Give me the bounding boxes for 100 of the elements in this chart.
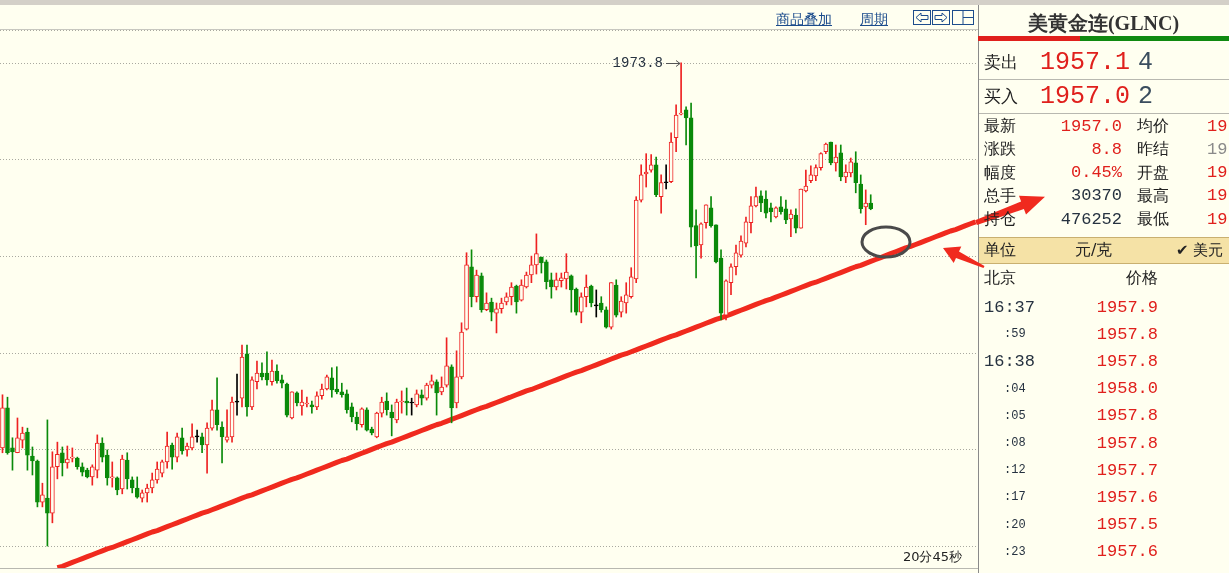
candlestick: [663, 164, 669, 190]
text: :20: [1004, 516, 1026, 534]
candlestick: [224, 409, 230, 443]
text: 元/克: [1075, 239, 1113, 261]
candlestick: [504, 292, 509, 306]
candlestick: [539, 256, 544, 274]
text: 1957.8: [1096, 323, 1158, 346]
text: 4: [1138, 46, 1154, 78]
text: 1957.5: [1096, 514, 1158, 537]
candlestick: [234, 373, 240, 416]
candlestick: [454, 350, 459, 409]
candlestick: [409, 397, 414, 416]
candlestick: [514, 284, 519, 314]
text: 19: [1207, 185, 1228, 208]
text: :12: [1004, 462, 1026, 480]
text: 1957.7: [1096, 459, 1158, 482]
text: :05: [1004, 407, 1026, 425]
text: 总手: [984, 184, 1016, 207]
annotation: 1973.8: [612, 55, 663, 72]
text: 北京: [984, 267, 1016, 289]
text: 最高: [1137, 184, 1169, 207]
text: 1957.8: [1096, 432, 1158, 455]
text: 最低: [1137, 208, 1169, 231]
candlestick: [593, 289, 599, 318]
text: 19: [1207, 162, 1228, 185]
candlestick: [474, 269, 479, 303]
candlestick: [509, 282, 514, 306]
candlestick: [414, 389, 419, 408]
candlestick: [25, 427, 30, 471]
candlestick: [389, 404, 395, 437]
candlestick: [5, 396, 10, 455]
text: :59: [1004, 326, 1026, 344]
candlestick: [544, 259, 549, 290]
candlestick: [80, 462, 85, 477]
candlestick: [469, 249, 474, 308]
candlestick: [479, 272, 484, 313]
text: 1957.8: [1096, 350, 1158, 373]
text: 美黄金连(GLNC): [1026, 11, 1181, 35]
text: 卖出: [984, 50, 1018, 74]
text: ✔ 美元: [1176, 239, 1224, 261]
text: 19: [1207, 115, 1228, 138]
text: 商品叠加: [776, 11, 832, 27]
candlestick: [449, 364, 454, 424]
candlestick: [534, 233, 539, 275]
candlestick: [499, 297, 504, 314]
candlestick: [429, 374, 434, 389]
text: 价格: [1126, 267, 1158, 289]
candlestick: [75, 456, 80, 470]
candlestick: [578, 292, 584, 324]
text: 买入: [984, 84, 1018, 108]
text: 幅度: [984, 161, 1016, 184]
candlestick: [419, 389, 424, 406]
text: 涨跌: [984, 138, 1016, 161]
candlestick: [35, 459, 40, 508]
text: 1957.8: [1096, 405, 1158, 428]
text: 1958.0: [1096, 378, 1158, 401]
candlestick: [109, 461, 115, 488]
text: 1957.6: [1096, 486, 1158, 509]
text: 昨结: [1137, 138, 1169, 161]
candlestick: [55, 441, 60, 480]
candlestick: [833, 144, 839, 172]
text: 最新: [984, 115, 1016, 137]
candlestick: [20, 426, 25, 449]
text: 16:37: [984, 296, 1036, 319]
candlestick: [30, 446, 35, 476]
text: 19: [1207, 208, 1228, 231]
candlestick: [444, 337, 449, 388]
candlestick: [394, 398, 400, 424]
candlestick: [45, 419, 50, 547]
candlestick: [489, 297, 494, 322]
text: 1957.0: [1040, 80, 1131, 112]
text: 30370: [1070, 185, 1122, 208]
candlestick: [569, 274, 574, 313]
candlestick: [40, 482, 45, 508]
text: 476252: [1060, 208, 1122, 231]
candlestick: [494, 302, 499, 334]
candlestick: [549, 272, 554, 299]
candlestick: [529, 255, 534, 284]
candlestick: [564, 253, 569, 290]
text: :23: [1004, 543, 1026, 561]
candlestick: [439, 376, 444, 396]
candlestick: [464, 252, 469, 331]
candlestick: [304, 396, 310, 408]
text: 20分45秒: [902, 549, 962, 564]
text: 2: [1138, 80, 1154, 112]
candlestick: [84, 467, 90, 479]
candlestick: [50, 451, 55, 524]
candlestick: [554, 272, 559, 291]
candlestick: [843, 164, 849, 184]
text: 1957.6: [1096, 541, 1158, 564]
text: :08: [1004, 435, 1026, 452]
text: 16:38: [984, 350, 1036, 373]
text: 1957.9: [1096, 296, 1158, 319]
candlestick: [434, 379, 439, 416]
candlestick: [519, 279, 524, 302]
candlestick: [15, 417, 20, 454]
candlestick: [484, 292, 489, 312]
candlestick: [60, 446, 65, 477]
candlestick: [424, 382, 429, 401]
candlestick: [678, 62, 684, 116]
